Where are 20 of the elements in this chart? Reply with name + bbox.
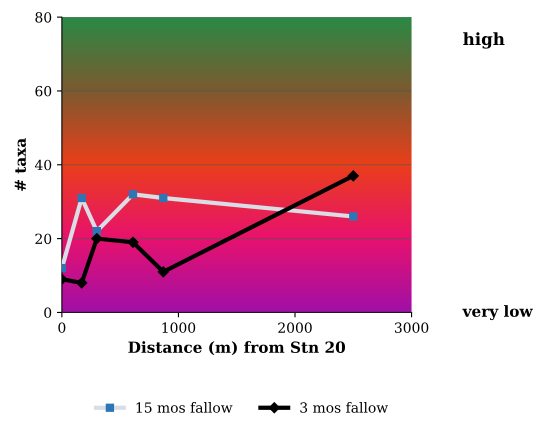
point <box>127 236 139 248</box>
legend-label: 3 mos fallow <box>300 402 388 413</box>
x-tick-label: 1000 <box>162 322 196 333</box>
x-axis-title: Distance (m) from Stn 20 <box>128 341 346 356</box>
y-tick-label: 40 <box>34 160 52 170</box>
x-tick-label: 3000 <box>394 322 428 333</box>
point <box>348 170 359 182</box>
legend-label: 15 mos fallow <box>136 402 232 413</box>
point <box>76 277 88 289</box>
y-tick-label: 0 <box>44 307 52 318</box>
y-tick-label: 60 <box>35 86 52 96</box>
point <box>91 233 102 244</box>
text: high <box>463 32 505 49</box>
y-tick-label: 80 <box>35 12 52 23</box>
text: very low <box>462 305 533 320</box>
x-tick-label: 0 <box>58 322 66 333</box>
x-tick-label: 2000 <box>278 322 312 333</box>
y-axis-title: # taxa <box>14 138 26 191</box>
y-tick-label: 20 <box>35 234 52 244</box>
point <box>158 266 169 278</box>
